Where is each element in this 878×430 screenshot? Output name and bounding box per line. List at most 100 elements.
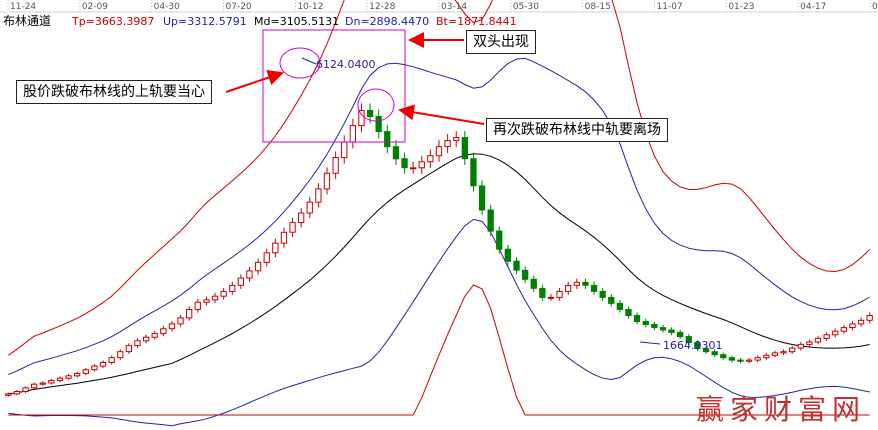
candle [702,348,710,353]
candle [117,351,124,359]
candle [401,158,408,169]
candle [418,161,425,169]
candle [99,362,107,367]
upper-break-arrow [225,69,284,93]
candle [289,222,296,233]
x-tick-label: 11-07 [657,2,683,12]
candle [48,380,55,384]
candle [186,309,193,319]
candle [547,296,555,299]
candle [306,201,313,214]
low-leader [639,341,661,345]
candle [504,248,512,262]
candle [220,290,227,297]
candle [160,328,167,335]
x-tick-label: 07-20 [226,2,252,12]
candle [56,377,64,382]
candle [315,188,322,203]
x-tick-label: 10-12 [297,2,323,12]
candle [823,334,830,339]
candle [797,343,804,349]
x-tick-label: 04-30 [154,2,180,12]
x-tick-label: 08-15 [585,2,611,12]
candle [323,172,331,190]
candle [39,382,46,385]
annotation-break-middle: 再次跌破布林线中轨要离场 [486,118,668,142]
double-top-box [262,29,406,143]
candle [720,354,727,359]
high-leader [301,57,317,65]
candle [866,315,873,321]
annotation-marks [225,29,661,345]
candle [91,365,98,371]
upper-break-circle [279,47,321,79]
candle [461,137,469,160]
candle [280,231,288,244]
indicator-legend: 布林通道 Tp=3663.3987 Up=3312.5791 Md=3105.513… [3,14,517,28]
candle [487,209,494,232]
candle [263,252,270,263]
candle [143,336,150,342]
candle [771,352,779,356]
candle [599,290,606,298]
candle [375,116,382,133]
x-tick-label: 02-09 [82,2,108,12]
candle [366,110,374,117]
candle [229,284,236,292]
candle [806,341,813,345]
candle [444,140,451,148]
candle [478,185,486,211]
x-tick-label: 01-23 [728,2,754,12]
high-price-label: 6124.0400 [316,58,376,71]
candle [677,331,684,338]
candle [539,287,546,298]
legend-md: Md=3105.5131 [254,15,339,28]
low-price-label: 1664.9301 [663,339,723,352]
outer-upper-band [8,0,871,356]
candle [728,357,736,361]
candle [22,387,29,392]
candle [254,261,262,272]
candle [151,333,158,338]
middle-band [8,153,870,395]
candle [832,330,839,336]
x-tick-label: 07-03 [872,2,878,12]
candle [513,260,520,271]
candle [203,299,210,303]
candle [780,351,787,354]
candle [125,345,132,353]
middle-break-arrow [398,104,485,125]
candle [616,302,624,310]
candle [530,278,537,289]
candle [211,295,219,301]
candle [384,131,391,148]
legend-tp: Tp=3663.3987 [71,15,154,28]
candle [194,301,201,310]
candle [608,296,615,304]
band-lines [8,0,871,427]
legend-up: Up=3312.5791 [163,15,247,28]
x-tick-label: 12-28 [369,2,395,12]
lower-band [8,218,870,427]
candle [590,284,598,292]
candle [272,242,279,254]
x-axis: 11-24 02-09 04-30 07-20 10-12 12-28 03-14 05-30… [10,2,878,12]
candle [453,137,460,142]
candle [642,321,649,325]
candle [840,327,848,332]
candle [633,315,641,322]
candle [177,317,184,325]
candles [5,103,873,397]
candle [651,324,658,328]
candle [789,347,796,353]
candle [427,155,434,163]
candle [496,230,503,250]
candle [685,336,692,344]
candle [349,125,357,143]
x-tick-label: 04-17 [800,2,826,12]
candle [82,369,89,374]
candle [565,284,572,292]
candle [392,146,400,160]
candle [763,354,770,359]
